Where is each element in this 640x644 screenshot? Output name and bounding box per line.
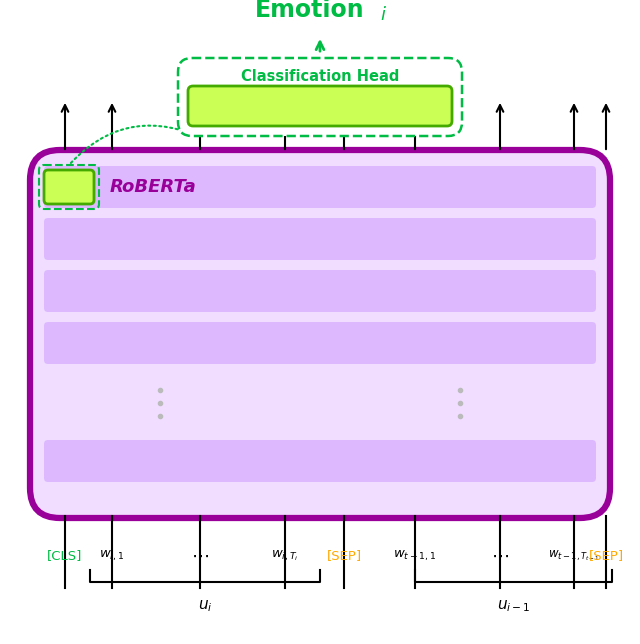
FancyBboxPatch shape	[44, 322, 596, 364]
FancyBboxPatch shape	[44, 166, 596, 208]
Text: $w_{i,1}$: $w_{i,1}$	[99, 549, 125, 564]
FancyBboxPatch shape	[188, 86, 452, 126]
Text: [SEP]: [SEP]	[326, 549, 362, 562]
FancyBboxPatch shape	[44, 218, 596, 260]
Text: $w_{t-1,1}$: $w_{t-1,1}$	[393, 549, 436, 564]
Text: $\cdots$: $\cdots$	[191, 547, 209, 565]
FancyArrowPatch shape	[71, 126, 195, 163]
FancyBboxPatch shape	[44, 440, 596, 482]
Text: [CLS]: [CLS]	[47, 549, 83, 562]
FancyBboxPatch shape	[178, 58, 462, 136]
FancyBboxPatch shape	[30, 150, 610, 518]
FancyBboxPatch shape	[44, 270, 596, 312]
Text: $\cdots$: $\cdots$	[491, 547, 509, 565]
FancyBboxPatch shape	[44, 170, 94, 204]
Text: $u_i$: $u_i$	[198, 598, 212, 614]
Text: RoBERTa: RoBERTa	[110, 178, 196, 196]
Text: [SEP]: [SEP]	[588, 549, 623, 562]
Text: $w_{t-1,T_{t-1}}$: $w_{t-1,T_{t-1}}$	[548, 549, 600, 564]
Text: Emotion: Emotion	[255, 0, 365, 22]
Text: $u_{i-1}$: $u_{i-1}$	[497, 598, 530, 614]
Text: $w_{i,T_i}$: $w_{i,T_i}$	[271, 549, 299, 564]
Text: Classification Head: Classification Head	[241, 68, 399, 84]
Text: $i$: $i$	[380, 6, 387, 24]
